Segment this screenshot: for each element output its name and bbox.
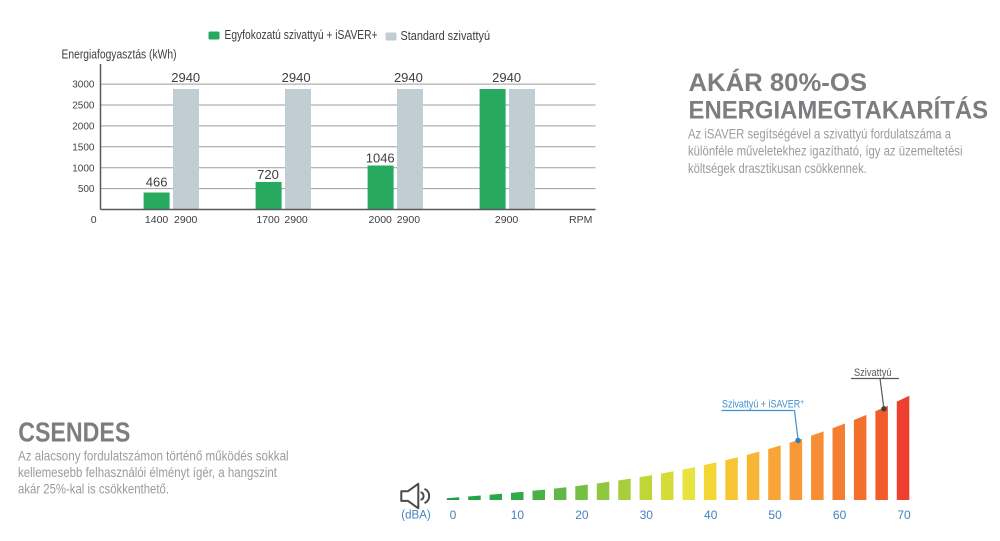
svg-text:1400: 1400 [145, 214, 169, 226]
svg-text:RPM: RPM [569, 214, 592, 226]
svg-text:2900: 2900 [495, 214, 519, 226]
svg-text:költségek drasztikusan csökken: költségek drasztikusan csökkennek. [688, 160, 867, 176]
svg-text:2900: 2900 [284, 214, 308, 226]
svg-text:különféle műveletekhez igazíth: különféle műveletekhez igazítható, így a… [688, 143, 963, 159]
svg-text:AKÁR 80%-OS: AKÁR 80%-OS [689, 68, 868, 97]
svg-text:Szivattyú + iSAVER+: Szivattyú + iSAVER+ [722, 398, 804, 411]
svg-text:akár 25%-kal is csökkenthető.: akár 25%-kal is csökkenthető. [18, 481, 169, 497]
svg-text:20: 20 [575, 508, 589, 522]
svg-text:Egyfokozatú szivattyú + iSAVER: Egyfokozatú szivattyú + iSAVER+ [225, 28, 378, 42]
svg-text:2900: 2900 [397, 214, 421, 226]
svg-text:ENERGIAMEGTAKARÍTÁS: ENERGIAMEGTAKARÍTÁS [689, 96, 989, 125]
svg-text:2900: 2900 [174, 214, 198, 226]
svg-text:Standard szivattyú: Standard szivattyú [401, 29, 491, 43]
svg-text:1700: 1700 [256, 214, 280, 226]
svg-text:2940: 2940 [282, 70, 311, 85]
svg-text:1500: 1500 [72, 142, 95, 153]
svg-text:2000: 2000 [369, 214, 393, 226]
svg-text:Az iSAVER segítségével a sziva: Az iSAVER segítségével a szivattyú fordu… [688, 126, 951, 142]
svg-text:60: 60 [833, 508, 847, 522]
svg-text:Szivattyú: Szivattyú [854, 367, 892, 379]
svg-text:Az alacsony fordulatszámon tör: Az alacsony fordulatszámon történő működ… [18, 447, 289, 463]
svg-text:30: 30 [640, 508, 654, 522]
svg-text:2000: 2000 [72, 122, 95, 133]
svg-text:466: 466 [146, 175, 168, 190]
svg-text:Energiafogyasztás (kWh): Energiafogyasztás (kWh) [62, 48, 177, 62]
svg-text:500: 500 [78, 184, 95, 195]
svg-text:3000: 3000 [72, 80, 95, 91]
svg-text:2500: 2500 [72, 101, 95, 112]
svg-text:2940: 2940 [492, 70, 521, 85]
svg-text:0: 0 [91, 214, 97, 226]
svg-text:40: 40 [704, 508, 718, 522]
svg-text:720: 720 [257, 167, 279, 182]
svg-text:10: 10 [511, 508, 525, 522]
svg-text:1046: 1046 [366, 151, 395, 166]
svg-text:kellemesebb felhasználói élmén: kellemesebb felhasználói élményt ígér, a… [18, 464, 277, 480]
svg-text:0: 0 [450, 508, 457, 522]
svg-text:50: 50 [768, 508, 782, 522]
svg-text:70: 70 [897, 508, 911, 522]
svg-text:(dBA): (dBA) [401, 510, 431, 522]
svg-text:CSENDES: CSENDES [18, 416, 130, 447]
svg-text:2940: 2940 [171, 70, 200, 85]
svg-text:1000: 1000 [72, 163, 95, 174]
svg-text:2940: 2940 [394, 70, 423, 85]
